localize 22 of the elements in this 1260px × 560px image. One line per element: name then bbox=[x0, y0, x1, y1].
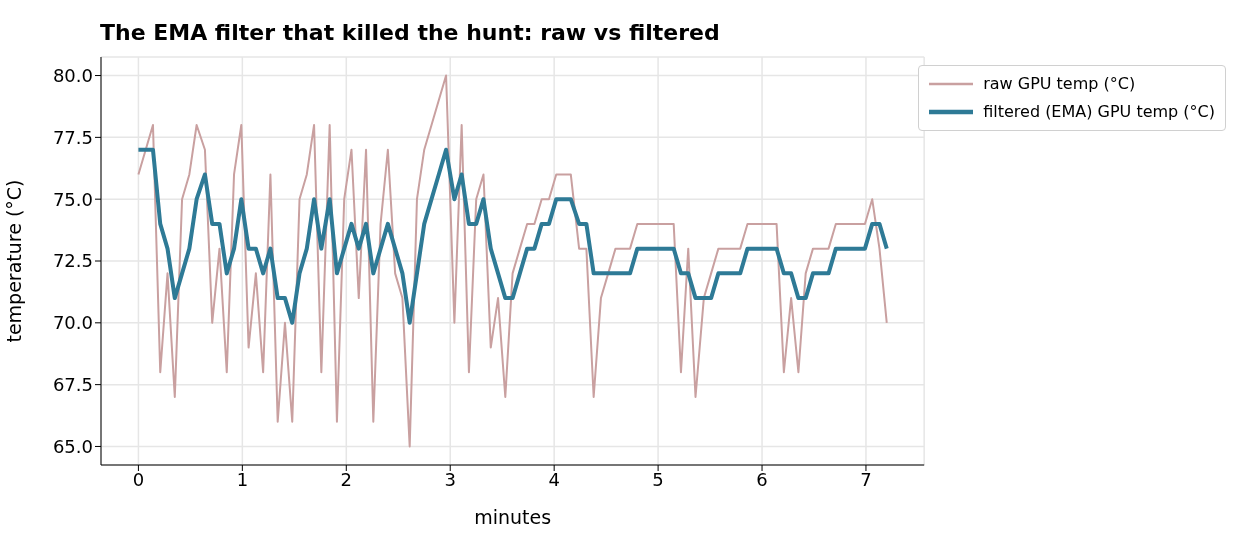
x-tick-label: 4 bbox=[548, 468, 560, 490]
y-axis-title: temperature (°C) bbox=[2, 179, 25, 343]
legend-label: filtered (EMA) GPU temp (°C) bbox=[983, 101, 1215, 123]
x-tick-label: 1 bbox=[236, 468, 249, 490]
y-tick-label: 75.0 bbox=[52, 188, 93, 210]
x-tick-label: 7 bbox=[860, 468, 872, 490]
chart-title: The EMA filter that killed the hunt: raw vs filtered bbox=[100, 20, 720, 45]
x-tick-label: 0 bbox=[132, 468, 145, 490]
y-tick-label: 70.0 bbox=[52, 312, 93, 334]
legend-label: raw GPU temp (°C) bbox=[983, 73, 1136, 95]
x-tick-label: 6 bbox=[756, 468, 768, 490]
y-tick-label: 80.0 bbox=[52, 64, 93, 86]
x-tick-label: 2 bbox=[340, 468, 353, 490]
y-tick-label: 67.5 bbox=[52, 374, 93, 396]
x-tick-label: 5 bbox=[652, 468, 664, 490]
line-series bbox=[136, 147, 889, 325]
y-tick-label: 77.5 bbox=[52, 126, 93, 148]
line-series bbox=[137, 74, 888, 448]
y-tick-label: 65.0 bbox=[52, 435, 93, 457]
y-tick-label: 72.5 bbox=[52, 250, 93, 272]
x-tick-label: 3 bbox=[444, 468, 456, 490]
x-axis-title: minutes bbox=[474, 506, 552, 528]
